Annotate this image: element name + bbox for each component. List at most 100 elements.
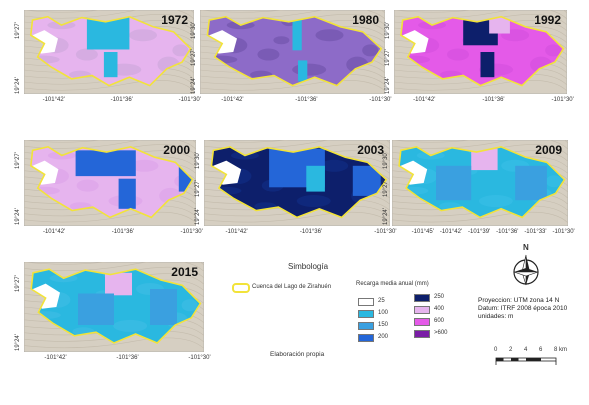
x-tick-label: -101°42' xyxy=(221,97,244,103)
legend-swatch xyxy=(414,306,430,314)
y-tick-label: 19°30' xyxy=(383,152,389,170)
basin-outline xyxy=(400,15,565,87)
legend-class-label: >600 xyxy=(434,330,448,336)
x-tick-label: -101°42' xyxy=(44,355,67,361)
credit-text: Elaboración propia xyxy=(270,351,325,358)
y-tick-label: 19°24' xyxy=(15,208,21,226)
north-label: N xyxy=(523,243,529,252)
basin-outline xyxy=(210,146,388,219)
map-panel-2000: 2000 xyxy=(24,140,196,226)
recharge-zone xyxy=(86,16,130,50)
recharge-zone xyxy=(78,293,114,325)
y-tick-label: 19°30' xyxy=(195,152,201,170)
y-tick-label: 19°24' xyxy=(383,208,389,226)
scale-label: 8 km xyxy=(554,347,568,353)
y-tick-label: 19°27' xyxy=(15,152,21,170)
y-tick-label: 19°30' xyxy=(191,22,197,40)
x-tick-label: -101°30' xyxy=(369,97,392,103)
scale-bar xyxy=(495,357,557,365)
y-tick-label: 19°30' xyxy=(385,22,391,40)
y-tick-label: 19°24' xyxy=(15,333,21,351)
panel-year-label: 2015 xyxy=(171,265,198,279)
x-tick-label: -101°36' xyxy=(295,97,318,103)
x-tick-label: -101°42' xyxy=(413,97,436,103)
x-tick-label: -101°36' xyxy=(482,97,505,103)
legend-swatch xyxy=(414,318,430,326)
y-tick-label: 19°27' xyxy=(191,49,197,67)
map-canvas xyxy=(24,10,194,94)
north-arrow-icon xyxy=(513,254,539,286)
recharge-zone xyxy=(103,52,118,78)
scale-label: 2 xyxy=(509,347,513,353)
y-tick-label: 19°24' xyxy=(195,208,201,226)
recharge-zone xyxy=(471,148,498,171)
recharge-zone xyxy=(118,178,136,209)
legend-class-label: 100 xyxy=(378,310,389,316)
map-canvas xyxy=(24,262,204,352)
projection-text: Proyeccion: UTM zona 14 N xyxy=(478,297,560,304)
y-tick-label: 19°27' xyxy=(385,49,391,67)
panel-year-label: 1980 xyxy=(352,13,379,27)
panel-year-label: 2009 xyxy=(535,143,562,157)
legend-class-label: 600 xyxy=(434,318,445,324)
scale-label: 0 xyxy=(494,347,498,353)
map-panel-1980: 1980 xyxy=(200,10,385,94)
panel-year-label: 1972 xyxy=(161,13,188,27)
x-tick-label: -101°30' xyxy=(188,355,211,361)
x-tick-label: -101°39' xyxy=(468,229,491,235)
map-canvas xyxy=(392,140,568,226)
recharge-title: Recarga media anual (mm) xyxy=(356,281,429,287)
legend-swatch xyxy=(358,310,374,318)
panel-year-label: 1992 xyxy=(534,13,561,27)
scale-label: 6 xyxy=(539,347,543,353)
x-tick-label: -101°42' xyxy=(225,229,248,235)
recharge-zone xyxy=(489,16,510,34)
map-canvas xyxy=(24,140,196,226)
x-tick-label: -101°45' xyxy=(411,229,434,235)
y-tick-label: 19°27' xyxy=(195,180,201,198)
x-tick-label: -101°36' xyxy=(299,229,323,235)
legend-class-label: 25 xyxy=(378,298,385,304)
recharge-zone xyxy=(306,165,325,192)
scale-label: 4 xyxy=(524,347,528,353)
map-canvas xyxy=(204,140,390,226)
y-tick-label: 19°24' xyxy=(385,76,391,94)
x-tick-label: -101°36' xyxy=(116,355,139,361)
legend-swatch xyxy=(414,330,430,338)
x-tick-label: -101°36' xyxy=(110,97,133,103)
map-panel-2009: 2009 xyxy=(392,140,568,226)
basin-outline xyxy=(30,268,202,344)
x-tick-label: -101°36' xyxy=(496,229,519,235)
x-tick-label: -101°30' xyxy=(180,229,203,235)
x-tick-label: -101°30' xyxy=(552,229,575,235)
recharge-zone xyxy=(298,60,308,82)
legend-swatch xyxy=(414,294,430,302)
legend-class-label: 200 xyxy=(378,334,389,340)
y-tick-label: 19°27' xyxy=(15,275,21,293)
map-canvas xyxy=(200,10,385,94)
map-panel-2003: 2003 xyxy=(204,140,390,226)
basin-outline xyxy=(29,15,192,87)
map-panel-2015: 2015 xyxy=(24,262,204,352)
legend-title: Simbología xyxy=(288,262,329,271)
x-tick-label: -101°42' xyxy=(42,229,66,235)
x-tick-label: -101°33' xyxy=(524,229,547,235)
basin-outline xyxy=(30,146,194,219)
legend-class-label: 150 xyxy=(378,322,389,328)
legend-swatch xyxy=(358,322,374,330)
legend-swatch xyxy=(358,298,374,306)
y-tick-label: 19°27' xyxy=(383,180,389,198)
x-tick-label: -101°30' xyxy=(178,97,201,103)
map-panel-1972: 1972 xyxy=(24,10,194,94)
panel-year-label: 2000 xyxy=(163,143,190,157)
legend-swatch xyxy=(358,334,374,342)
map-canvas xyxy=(394,10,567,94)
x-tick-label: -101°42' xyxy=(42,97,65,103)
recharge-zone xyxy=(480,52,495,78)
x-tick-label: -101°30' xyxy=(551,97,574,103)
recharge-zone xyxy=(150,289,177,325)
basin-outline xyxy=(398,146,566,219)
recharge-zone xyxy=(292,16,302,51)
recharge-zone xyxy=(436,165,472,201)
recharge-zone xyxy=(75,150,136,177)
